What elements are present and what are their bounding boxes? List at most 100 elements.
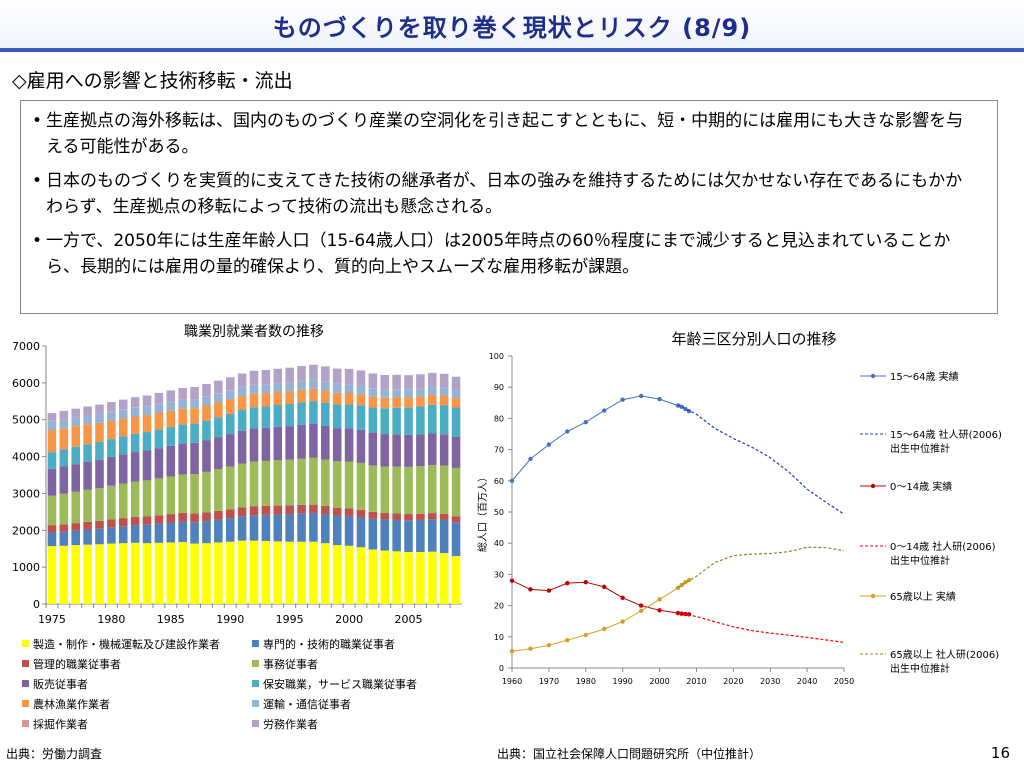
data-point xyxy=(638,603,644,608)
bar-segment xyxy=(166,445,176,477)
x-tick-label: 1995 xyxy=(276,613,304,626)
bar-segment xyxy=(309,388,318,402)
bar-segment xyxy=(309,512,318,542)
legend-label: 出生中位推計 xyxy=(890,554,950,567)
data-point xyxy=(620,619,625,624)
bar-segment xyxy=(368,465,378,512)
title-rule xyxy=(0,48,1024,52)
legend-swatch xyxy=(22,700,29,707)
bar-segment xyxy=(237,387,247,397)
bar-segment xyxy=(356,385,366,395)
bar-segment xyxy=(416,519,425,553)
bar-segment xyxy=(47,532,57,547)
x-tick-label: 1975 xyxy=(38,613,66,626)
bar-segment xyxy=(95,442,104,460)
x-tick-label: 1980 xyxy=(97,613,125,626)
bar-segment xyxy=(404,434,413,467)
y-tick-label: 2000 xyxy=(12,524,40,537)
y-tick-label: 6000 xyxy=(12,377,40,390)
y-tick-label: 0 xyxy=(33,598,40,611)
bar-segment xyxy=(225,390,235,400)
bar-segment xyxy=(392,397,401,408)
y-tick-label: 60 xyxy=(494,477,504,486)
y-tick-label: 80 xyxy=(494,414,504,423)
data-point xyxy=(546,442,552,447)
x-tick-label: 2050 xyxy=(834,677,854,686)
bar-segment xyxy=(344,404,354,429)
bar-segment xyxy=(273,460,283,506)
bar-segment xyxy=(71,408,80,417)
bar-segment xyxy=(321,390,330,403)
bar-segment xyxy=(380,397,390,409)
bar-segment xyxy=(249,461,259,507)
data-point xyxy=(675,610,681,616)
bar-segment xyxy=(309,423,318,458)
bar-segment xyxy=(309,364,318,380)
legend-marker xyxy=(870,483,876,489)
bar-segment xyxy=(321,366,330,382)
bar-segment xyxy=(166,522,176,543)
bar-segment xyxy=(237,373,247,387)
bar-segment xyxy=(237,540,247,604)
y-tick-label: 1000 xyxy=(12,561,40,574)
bar-segment xyxy=(439,387,449,396)
legend-swatch xyxy=(22,640,29,647)
x-tick-label: 1990 xyxy=(612,677,632,686)
bar-segment xyxy=(202,383,211,397)
chart-title: 職業別就業者数の推移 xyxy=(184,324,324,340)
x-tick-label: 1960 xyxy=(502,677,522,686)
bar-segment xyxy=(154,515,164,524)
bar-segment xyxy=(71,446,80,465)
bar-segment xyxy=(428,519,437,552)
bar-segment xyxy=(71,530,80,546)
data-point xyxy=(546,643,552,648)
title-bar: ものづくりを取り巻く現状とリスク (8/9) xyxy=(0,0,1024,52)
bar-segment xyxy=(47,430,57,453)
bullet-dot-icon: • xyxy=(32,171,43,191)
y-tick-label: 7000 xyxy=(12,340,40,353)
bar-segment xyxy=(95,422,104,443)
y-tick-label: 70 xyxy=(494,446,504,455)
data-point xyxy=(620,595,625,600)
y-tick-label: 5000 xyxy=(12,414,40,427)
bar-segment xyxy=(380,519,390,551)
bar-segment xyxy=(451,436,461,468)
bar-segment xyxy=(392,513,401,520)
bar-segment xyxy=(416,552,425,604)
bar-segment xyxy=(332,461,342,508)
legend-label: 0～14歳 実績 xyxy=(890,480,952,493)
bar-segment xyxy=(166,390,176,402)
bar-segment xyxy=(166,410,176,428)
bar-segment xyxy=(368,396,378,408)
bar-segment xyxy=(83,544,92,604)
bar-segment xyxy=(142,450,152,481)
legend-swatch xyxy=(22,660,29,667)
data-point xyxy=(546,588,552,593)
x-tick-label: 2000 xyxy=(649,677,669,686)
bar-segment xyxy=(439,519,449,554)
legend-label: 運輸・通信従事者 xyxy=(263,697,351,711)
x-tick-label: 2030 xyxy=(760,677,780,686)
bar-segment xyxy=(130,481,140,517)
bar-segment xyxy=(321,459,330,506)
bar-segment xyxy=(95,404,104,414)
source-right: 出典：国立社会保障人口問題研究所（中位推計） xyxy=(497,747,762,761)
bar-segment xyxy=(59,524,69,532)
bar-segment xyxy=(142,480,152,517)
bar-segment xyxy=(249,407,259,429)
bar-segment xyxy=(344,508,354,516)
bar-segment xyxy=(261,540,271,604)
bar-segment xyxy=(404,389,413,398)
y-axis-label: 総人口（百万人） xyxy=(476,472,489,552)
bullet-dot-icon: • xyxy=(32,111,43,131)
bar-segment xyxy=(332,428,342,462)
bar-segment xyxy=(178,443,187,475)
bar-segment xyxy=(356,462,366,510)
data-point xyxy=(602,408,607,413)
bar-segment xyxy=(154,448,164,479)
bar-segment xyxy=(451,556,461,604)
bar-segment xyxy=(83,406,92,416)
bar-segment xyxy=(297,458,306,505)
data-point xyxy=(679,611,684,616)
